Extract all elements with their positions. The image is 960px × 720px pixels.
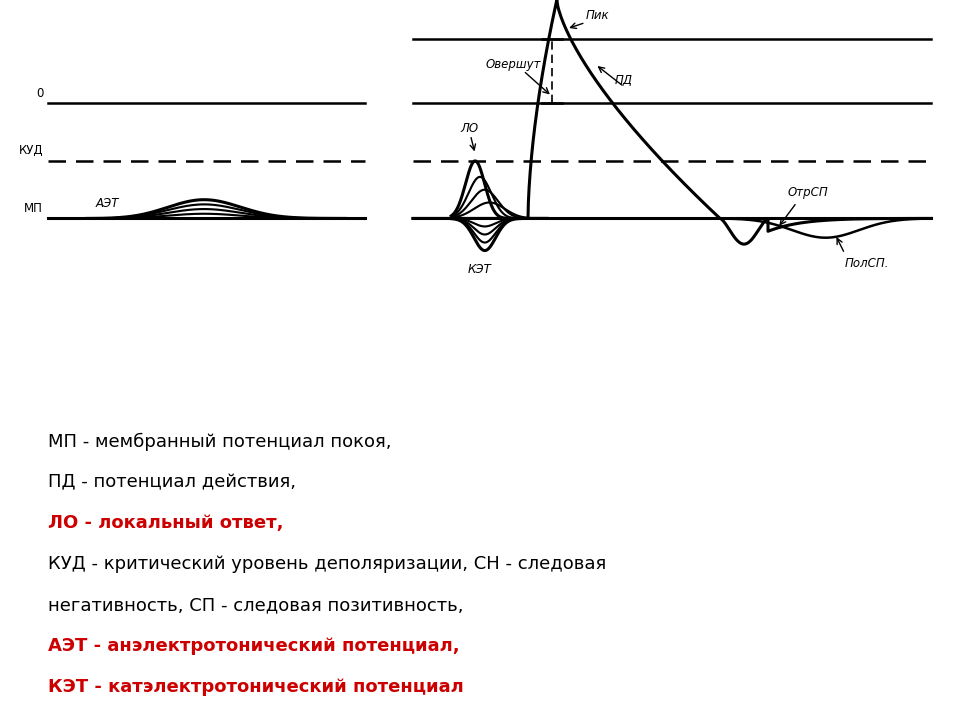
Text: 0: 0 <box>36 86 43 99</box>
Text: негативность, СП - следовая позитивность,: негативность, СП - следовая позитивность… <box>48 596 463 614</box>
Text: ПД - потенциал действия,: ПД - потенциал действия, <box>48 474 296 492</box>
Text: АЭТ: АЭТ <box>96 197 119 210</box>
Text: ЛО: ЛО <box>461 122 479 135</box>
Text: МП - мембранный потенциал покоя,: МП - мембранный потенциал покоя, <box>48 433 391 451</box>
Text: ПД: ПД <box>614 73 633 86</box>
Text: КУД - критический уровень деполяризации, СН - следовая: КУД - критический уровень деполяризации,… <box>48 555 606 573</box>
Text: МП: МП <box>24 202 43 215</box>
Text: ОтрСП: ОтрСП <box>787 186 828 199</box>
Text: КУД: КУД <box>18 145 43 158</box>
Text: Овершут: Овершут <box>486 58 541 71</box>
Text: КЭТ: КЭТ <box>468 264 492 276</box>
Text: АЭТ - анэлектротонический потенциал,: АЭТ - анэлектротонический потенциал, <box>48 637 459 655</box>
Text: ПолСП.: ПолСП. <box>845 257 889 270</box>
Text: ЛО - локальный ответ,: ЛО - локальный ответ, <box>48 514 283 532</box>
Text: КЭТ - катэлектротонический потенциал: КЭТ - катэлектротонический потенциал <box>48 678 464 696</box>
Text: Пик: Пик <box>586 9 610 22</box>
